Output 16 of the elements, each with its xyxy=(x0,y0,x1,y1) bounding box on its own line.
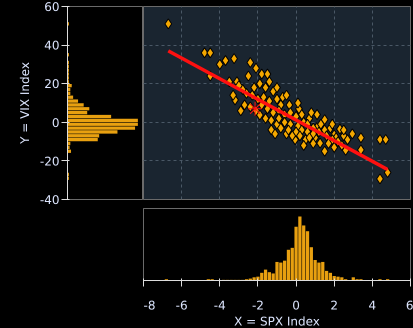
x-tick-label: -8 xyxy=(144,298,156,312)
x-tick-label: 2 xyxy=(330,298,338,312)
x-tick-label: -2 xyxy=(252,298,264,312)
y-tick-label: -40 xyxy=(40,193,60,207)
x-tick-label: 4 xyxy=(368,298,376,312)
y-axis-title: Y = VIX Index xyxy=(18,62,32,145)
y-tick-label: 40 xyxy=(44,38,60,53)
x-axis-title: X = SPX Index xyxy=(234,314,320,328)
y-tick-label: -20 xyxy=(40,154,60,168)
x-tick-label: -6 xyxy=(176,298,188,312)
x-tick-label: 6 xyxy=(406,298,413,312)
y-tick-label: 20 xyxy=(44,77,60,92)
x-tick-label: -4 xyxy=(214,298,226,312)
x-tick-label: 0 xyxy=(292,298,300,312)
y-tick-label: 60 xyxy=(44,0,60,14)
y-tick-label: 0 xyxy=(52,116,60,130)
